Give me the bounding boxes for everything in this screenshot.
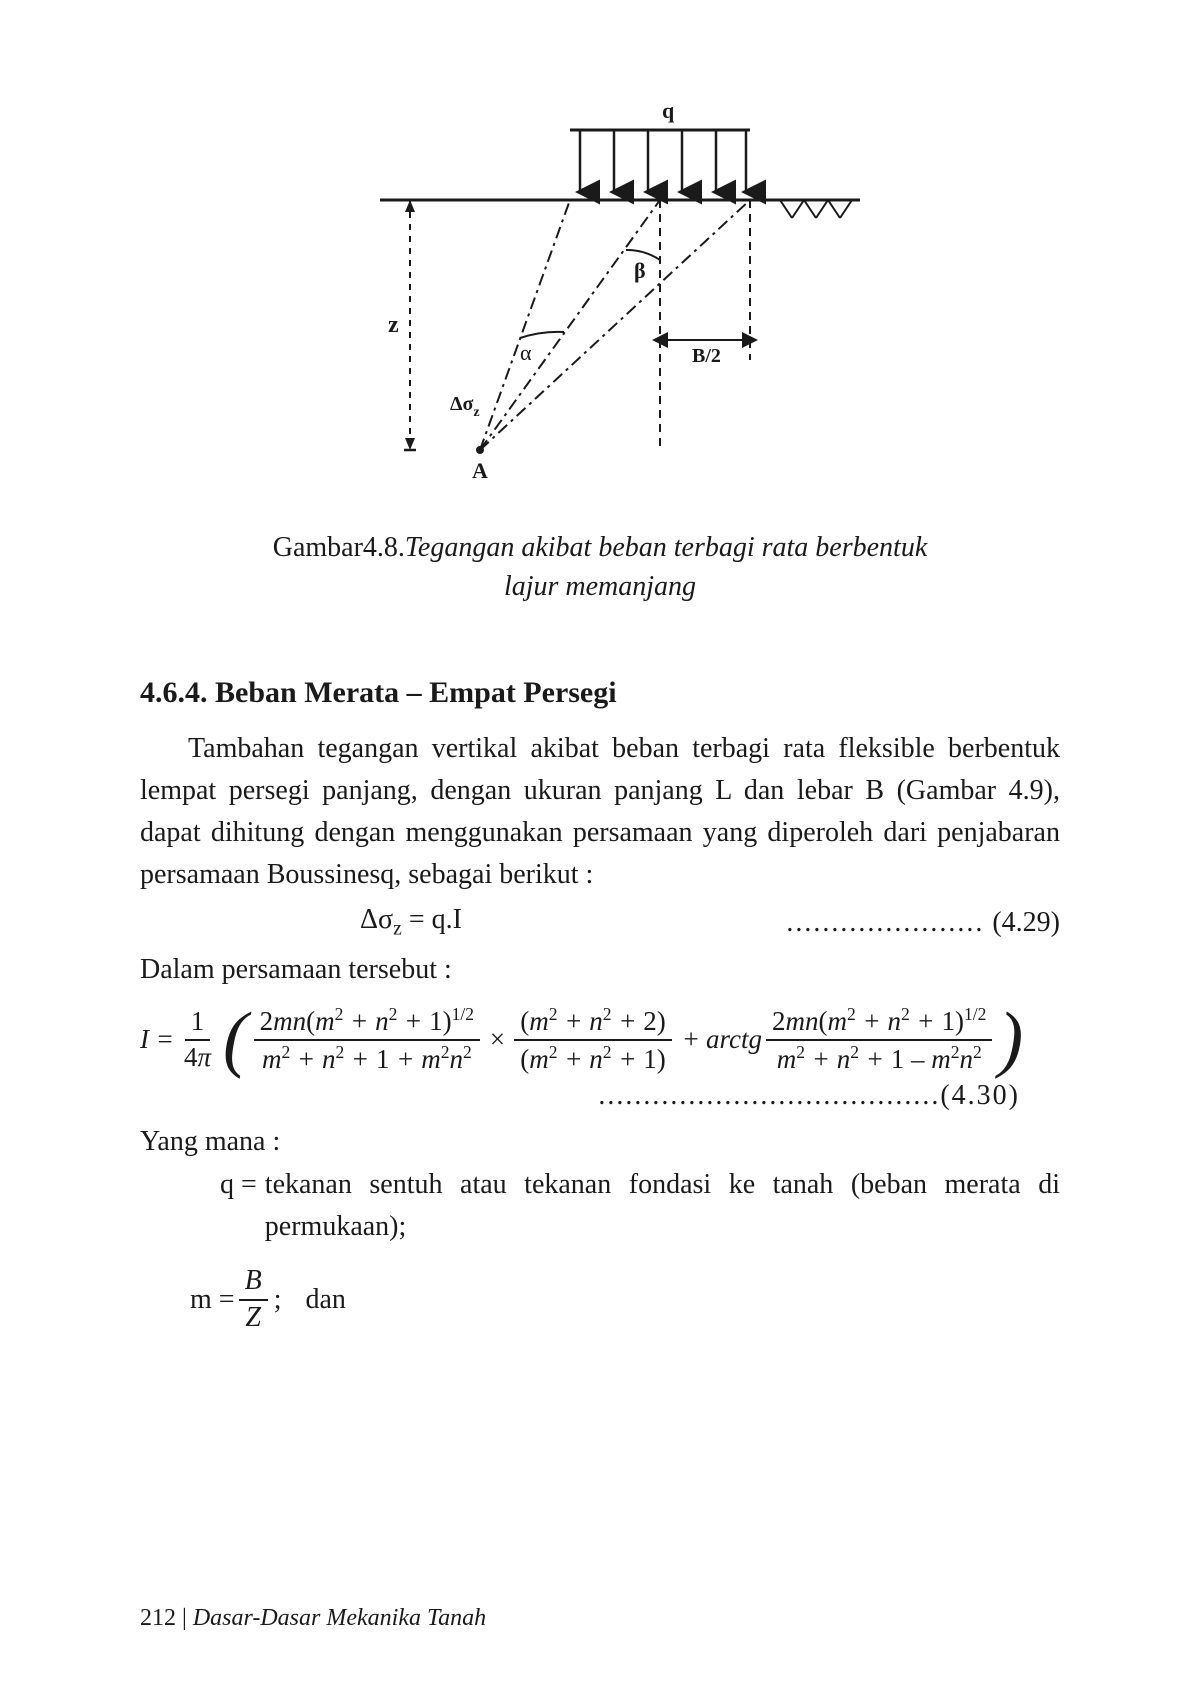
plus: + [682,1024,700,1055]
arctg: arctg [706,1024,762,1055]
eq429-num: (4.29) [992,907,1060,939]
svg-text:Δσz: Δσz [450,393,480,420]
def-q-text: tekanan sentuh atau tekanan fondasi ke t… [265,1164,1060,1248]
svg-text:B/2: B/2 [692,345,721,367]
eq429-expr: Δσz = q.I [360,904,462,941]
term2-frac: (m2 + n2 + 2) (m2 + n2 + 1) [514,1005,672,1074]
yang-mana: Yang mana : [140,1126,1060,1158]
term1-frac: 2mn(m2 + n2 + 1)1/2 m2 + n2 + 1 + m2n2 [254,1005,480,1074]
footer-sep: | [176,1605,193,1631]
figure-caption: Gambar4.8.Tegangan akibat beban terbagi … [273,528,928,606]
figure-desc-1: Tegangan akibat beban terbagi rata berbe… [405,532,927,563]
figure-label: Gambar4.8. [273,532,405,563]
dalam-text: Dalam persamaan tersebut : [140,949,1060,991]
figure-desc-2: lajur memanjang [504,571,696,602]
figure-4-8: q A α β [140,100,1060,606]
page-number: 212 [140,1605,176,1631]
stress-diagram: q A α β [320,100,880,500]
svg-text:A: A [472,458,488,483]
svg-text:q: q [662,100,675,123]
eq430-dots-line: ......................................(4… [140,1080,1060,1112]
times: × [488,1024,506,1055]
m-lhs: m = [190,1284,235,1316]
svg-text:z: z [388,312,399,338]
section-paragraph: Tambahan tegangan vertikal akibat beban … [140,728,1060,896]
svg-text:α: α [520,340,532,365]
svg-text:β: β [634,258,646,283]
I-eq: I = [140,1024,174,1055]
equation-4-29: Δσz = q.I ...................... (4.29) [140,904,1060,941]
m-dan: dan [305,1284,345,1316]
def-q: q = tekanan sentuh atau tekanan fondasi … [220,1164,1060,1248]
m-semi: ; [274,1284,282,1316]
lparen-icon: ( [221,1006,250,1073]
book-title: Dasar-Dasar Mekanika Tanah [193,1605,486,1631]
equation-4-30: I = 1 4π ( 2mn(m2 + n2 + 1)1/2 m2 + n2 +… [140,1005,1060,1074]
eq429-dots: ...................... [462,907,992,939]
frac-1-4pi: 1 4π [178,1007,217,1072]
page-footer: 212 | Dasar-Dasar Mekanika Tanah [140,1605,486,1632]
def-q-sym: q = [220,1164,265,1248]
m-equation: m = B Z ; dan [190,1266,1060,1334]
section-heading: 4.6.4. Beban Merata – Empat Persegi [140,676,1060,710]
m-frac: B Z [239,1266,268,1334]
rparen-icon: ) [996,1006,1025,1073]
term3-frac: 2mn(m2 + n2 + 1)1/2 m2 + n2 + 1 – m2n2 [766,1005,992,1074]
